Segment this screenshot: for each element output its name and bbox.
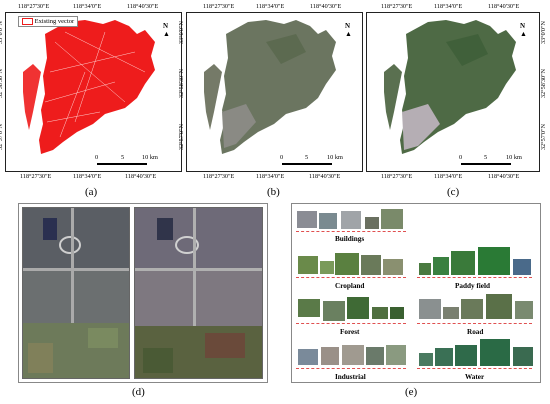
coord-top-a-3: 118°40'30"E — [127, 3, 159, 10]
thumb-paddy-5 — [512, 258, 532, 276]
thumb-forest-5 — [389, 306, 405, 320]
coord-left-a-3: 32°57'0"N — [0, 123, 4, 150]
map-c-image — [384, 20, 516, 154]
thumb-buildings-5 — [380, 208, 404, 230]
thumb-industrial-4 — [365, 346, 385, 366]
divider-cropland — [296, 277, 406, 278]
panel-label-d: (d) — [132, 386, 145, 398]
thumb-cropland-4 — [360, 254, 382, 276]
thumb-forest-2 — [322, 300, 346, 322]
north-arrow-c: N ▲ — [520, 22, 527, 38]
thumb-cropland-5 — [382, 258, 404, 276]
coord-bottom-b-3: 118°40'30"E — [309, 173, 341, 180]
coord-left-a-2: 32°58'30"N — [0, 68, 4, 98]
label-paddy: Paddy field — [455, 282, 490, 290]
coord-right-c-3: 32°57'0"N — [540, 123, 547, 150]
thumb-cropland-1 — [297, 255, 319, 275]
thumb-industrial-5 — [385, 344, 407, 366]
coord-bottom-b-1: 118°27'30"E — [203, 173, 235, 180]
coord-bottom-a-3: 118°40'30"E — [125, 173, 157, 180]
thumb-road-5 — [514, 300, 534, 320]
coord-right-c-1: 33°0'0"N — [540, 21, 547, 44]
thumb-industrial-1 — [297, 348, 319, 366]
coord-bottom-c-2: 118°34'0"E — [434, 173, 463, 180]
coord-top-a-1: 118°27'30"E — [18, 3, 50, 10]
divider-buildings — [296, 231, 406, 232]
coord-left-b-1: 33°0'0"N — [178, 21, 185, 44]
divider-water — [417, 368, 532, 369]
label-industrial: Industrial — [335, 373, 366, 381]
divider-industrial — [296, 368, 406, 369]
thumb-paddy-1 — [418, 262, 432, 276]
coord-left-a-1: 33°0'0"N — [0, 21, 4, 44]
label-forest: Forest — [340, 328, 360, 336]
label-water: Water — [465, 373, 485, 381]
coord-top-a-2: 118°34'0"E — [73, 3, 102, 10]
legend: Existing vector — [18, 16, 79, 28]
panel-label-e: (e) — [405, 386, 418, 398]
label-buildings: Buildings — [335, 235, 365, 243]
coord-left-b-3: 32°57'0"N — [178, 123, 185, 150]
thumb-paddy-2 — [432, 256, 450, 276]
divider-paddy — [417, 277, 532, 278]
thumb-water-3 — [454, 344, 478, 367]
label-cropland: Cropland — [335, 282, 365, 290]
thumb-road-2 — [442, 306, 460, 320]
coord-top-b-3: 118°40'30"E — [310, 3, 342, 10]
legend-label: Existing vector — [34, 18, 75, 25]
thumb-cropland-3 — [334, 252, 360, 276]
panel-label-c: (c) — [447, 186, 460, 198]
thumb-water-1 — [418, 352, 434, 367]
north-arrow-b: N ▲ — [345, 22, 352, 38]
legend-swatch — [22, 18, 33, 26]
coord-bottom-c-3: 118°40'30"E — [488, 173, 520, 180]
thumb-cropland-2 — [319, 260, 335, 275]
thumb-water-4 — [479, 338, 511, 367]
coord-left-b-2: 32°58'30"N — [178, 68, 185, 98]
thumb-forest-3 — [346, 296, 370, 320]
thumb-road-4 — [485, 293, 513, 320]
coord-top-c-3: 118°40'30"E — [488, 3, 520, 10]
panel-label-b: (b) — [267, 186, 280, 198]
thumb-water-2 — [434, 347, 454, 367]
thumb-buildings-4 — [364, 216, 380, 230]
map-b-image — [204, 20, 336, 154]
thumb-buildings-1 — [296, 210, 318, 229]
coord-right-c-2: 32°58'30"N — [540, 68, 547, 98]
thumb-paddy-4 — [477, 246, 511, 276]
thumb-buildings-2 — [318, 212, 338, 230]
label-road: Road — [467, 328, 484, 336]
thumb-forest-1 — [297, 298, 321, 318]
thumb-road-3 — [460, 298, 484, 320]
coord-top-c-1: 118°27'30"E — [381, 3, 413, 10]
coord-bottom-a-1: 118°27'30"E — [20, 173, 52, 180]
thumb-buildings-3 — [340, 210, 362, 230]
thumb-forest-4 — [371, 306, 389, 320]
coord-top-b-2: 118°34'0"E — [256, 3, 285, 10]
thumb-industrial-3 — [341, 344, 365, 366]
thumb-paddy-3 — [450, 250, 476, 276]
map-a-vector-area — [23, 20, 155, 154]
divider-forest — [296, 323, 406, 324]
image-d-left — [22, 207, 130, 379]
coord-top-b-1: 118°27'30"E — [203, 3, 235, 10]
coord-top-c-2: 118°34'0"E — [434, 3, 463, 10]
coord-bottom-c-1: 118°27'30"E — [381, 173, 413, 180]
image-d-right — [134, 207, 263, 379]
thumb-road-1 — [418, 298, 442, 320]
thumb-water-5 — [512, 346, 534, 367]
thumb-industrial-2 — [320, 346, 340, 366]
coord-bottom-b-2: 118°34'0"E — [256, 173, 285, 180]
panel-label-a: (a) — [85, 186, 98, 198]
north-arrow-a: N ▲ — [163, 22, 170, 38]
divider-road — [417, 323, 532, 324]
coord-bottom-a-2: 118°34'0"E — [73, 173, 102, 180]
